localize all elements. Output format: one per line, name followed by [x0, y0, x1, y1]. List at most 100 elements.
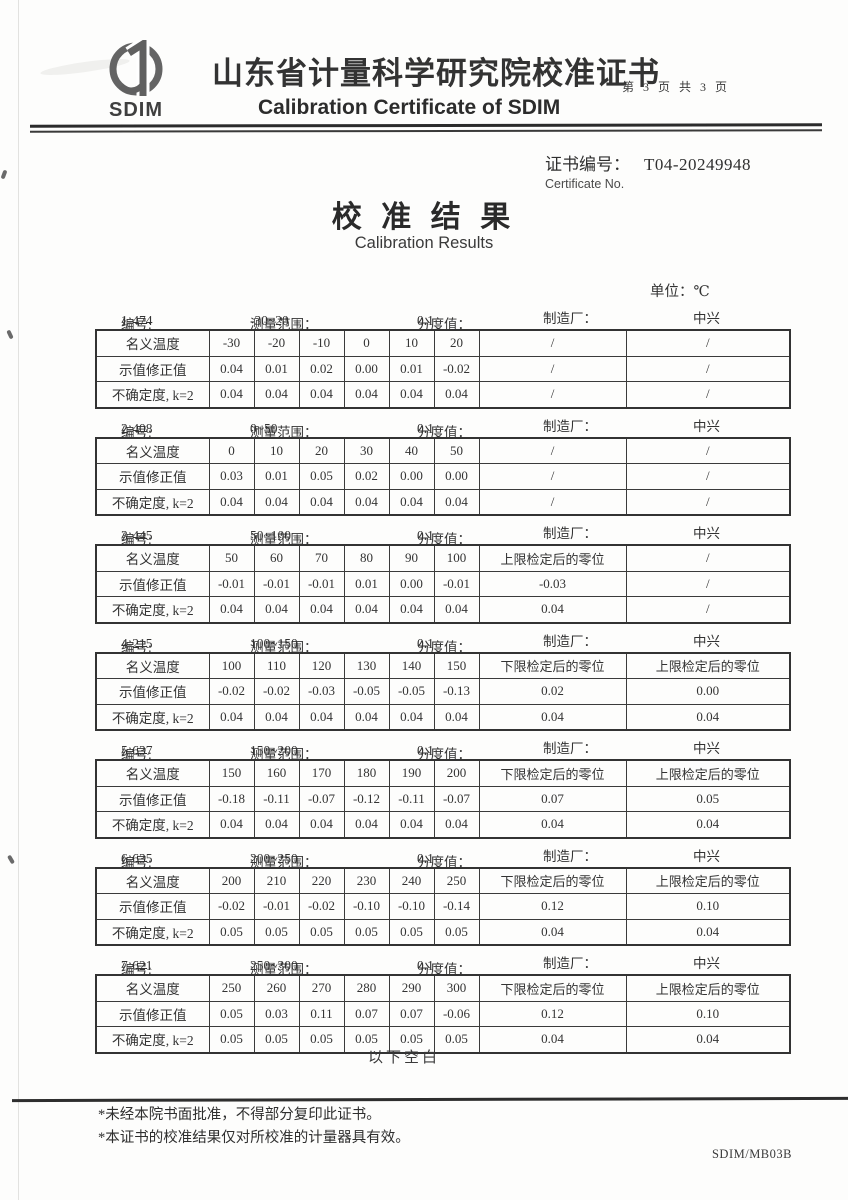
value-cell: 0.04 [253, 381, 300, 408]
value-cell: 下限检定后的零位 [478, 867, 627, 894]
value-cell: / [478, 329, 627, 357]
below-blank-note: 以下空白 [367, 1050, 440, 1066]
table-row: 示值修正值 -0.18 -0.11 -0.07 -0.12 -0.11 -0.07 0.07 0… [95, 785, 791, 812]
value-cell: / [625, 463, 791, 490]
calibration-section: 编号: 5-637 测量范围： 150~200 分度值： 0.1 制造厂： 中兴 名义… [95, 731, 791, 839]
value-cell: 0.04 [343, 381, 390, 408]
table-row: 示值修正值 0.05 0.03 0.11 0.07 0.07 -0.06 0.12 0.10 [95, 1000, 791, 1027]
calibration-table: 名义温度 250 260 270 280 290 300 下限检定后的零位 上限检定后的零位 示值… [95, 974, 791, 1054]
row-label-cell: 示值修正值 [95, 355, 210, 382]
row-label-cell: 示值修正值 [95, 463, 210, 490]
value-cell: 0.05 [388, 918, 435, 946]
section-header: 编号: 7-621 测量范围： 250~300 分度值： 0.1 制造厂： 中兴 [95, 946, 789, 977]
value-cell: 0.04 [433, 381, 480, 408]
section-range-value: 0~50 [250, 420, 278, 436]
value-cell: 0.04 [298, 381, 345, 408]
value-cell: 0.04 [253, 596, 300, 623]
value-cell: -0.05 [388, 678, 435, 705]
value-cell: 0.04 [343, 811, 390, 838]
value-cell: 170 [298, 759, 345, 787]
row-label-cell: 不确定度, k=2 [95, 488, 210, 516]
section-division-label: 分度值： [417, 424, 471, 440]
value-cell: 0.10 [625, 893, 791, 920]
value-cell: 10 [253, 437, 300, 464]
value-cell: 0.00 [433, 463, 480, 490]
value-cell: 0.04 [388, 381, 435, 408]
value-cell: 上限检定后的零位 [625, 652, 791, 679]
header-rule-thin [29, 129, 823, 133]
calibration-table: 名义温度 200 210 220 230 240 250 下限检定后的零位 上限检定后的零位 示值… [95, 866, 791, 946]
section-id-label: 编号: [121, 639, 152, 655]
value-cell: 0.02 [298, 355, 345, 382]
value-cell: 200 [433, 759, 480, 787]
value-cell: -0.13 [433, 678, 480, 705]
footer-rule [11, 1096, 848, 1102]
calibration-section: 编号: 2-408 测量范围： 0~50 分度值： 0.1 制造厂： 中兴 名义温度 0… [95, 409, 791, 516]
row-label-cell: 不确定度, k=2 [95, 596, 210, 623]
value-cell: 230 [343, 867, 390, 894]
below-blank-wrap: 以下空白 [0, 1040, 848, 1067]
scan-tick-artifact [7, 854, 15, 865]
value-cell: / [625, 381, 791, 408]
section-division-label: 分度值： [417, 962, 471, 977]
row-label-cell: 不确定度, k=2 [95, 381, 210, 408]
calibration-section: 编号: 6-635 测量范围： 200~250 分度值： 0.1 制造厂： 中兴 名义… [95, 839, 791, 946]
table-row: 名义温度 -30 -20 -10 0 10 20// [95, 329, 791, 357]
value-cell: 0.07 [343, 1000, 390, 1027]
section-maker-value: 中兴 [693, 311, 720, 326]
calibration-section: 编号: 1-474 测量范围： -30~20 分度值： 0.1 制造厂： 中兴 名义温… [95, 301, 791, 409]
section-range-label: 测量范围： [250, 317, 318, 332]
value-cell: -0.02 [208, 678, 255, 705]
value-cell: 20 [433, 329, 480, 357]
section-header: 编号: 2-408 测量范围： 0~50 分度值： 0.1 制造厂： 中兴 [95, 409, 789, 440]
value-cell: -30 [208, 329, 255, 357]
value-cell: 0.04 [433, 703, 480, 731]
section-range-value: 150~200 [250, 743, 298, 758]
table-row: 不确定度, k=2 0.04 0.04 0.04 0.04 0.04 0.04 0.04 0.0… [95, 703, 791, 731]
section-maker-value: 中兴 [693, 741, 720, 756]
value-cell: / [625, 570, 791, 597]
calibration-table: 名义温度 50 60 70 80 90 100 上限检定后的零位 / 示值修正值 -0.01 -0.0… [95, 544, 791, 624]
row-label-cell: 名义温度 [95, 437, 210, 464]
footnote-line: *本证书的校准结果仅对所校准的计量器具有效。 [98, 1130, 410, 1146]
value-cell: -20 [253, 329, 300, 357]
value-cell: 0.04 [298, 703, 345, 731]
value-cell: 0.04 [388, 488, 435, 516]
value-cell: / [625, 488, 791, 516]
value-cell: -0.01 [433, 570, 480, 597]
value-cell: 0.01 [253, 355, 300, 382]
results-heading-cn: 校 准 结 果 [331, 201, 517, 234]
row-label-cell: 名义温度 [95, 759, 210, 787]
row-label-cell: 不确定度, k=2 [95, 918, 210, 946]
value-cell: 0.05 [208, 918, 255, 946]
value-cell: 0 [208, 437, 255, 464]
value-cell: 0.04 [208, 355, 255, 382]
value-cell: 0.07 [388, 1000, 435, 1027]
value-cell: 0.04 [208, 488, 255, 516]
section-header: 编号: 4-215 测量范围： 100~150 分度值： 0.1 制造厂： 中兴 [95, 624, 789, 655]
value-cell: / [625, 544, 791, 572]
value-cell: 0.05 [208, 1026, 255, 1053]
value-cell: 270 [298, 974, 345, 1002]
value-cell: 0.00 [625, 678, 791, 705]
row-label-cell: 示值修正值 [95, 678, 210, 705]
value-cell: 0.04 [208, 596, 255, 623]
row-label-cell: 名义温度 [95, 974, 210, 1002]
section-range-value: 250~300 [250, 958, 298, 973]
row-label-cell: 不确定度, k=2 [95, 1026, 210, 1053]
value-cell: -10 [298, 329, 345, 357]
value-cell: 0.04 [433, 596, 480, 623]
value-cell: 0.04 [253, 488, 300, 516]
certificate-number-block: 证书编号： T04-20249948 Certificate No. [545, 150, 751, 191]
value-cell: / [478, 437, 627, 464]
section-id-value: 7-621 [121, 958, 153, 973]
value-cell: 0.04 [388, 703, 435, 731]
value-cell: 0.01 [253, 463, 300, 490]
value-cell: 0.04 [253, 811, 300, 838]
calibration-section: 编号: 3-445 测量范围： 50~100 分度值： 0.1 制造厂： 中兴 名义温… [95, 516, 791, 624]
section-range-value: -30~20 [250, 313, 289, 328]
calibration-section: 编号: 4-215 测量范围： 100~150 分度值： 0.1 制造厂： 中兴 名义… [95, 624, 791, 731]
section-maker-label: 制造厂： [543, 741, 597, 756]
value-cell: 上限检定后的零位 [625, 867, 791, 894]
